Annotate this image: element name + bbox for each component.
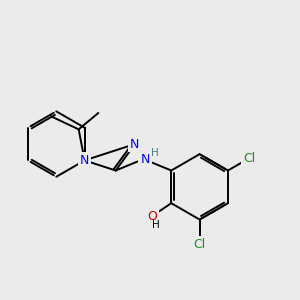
Text: Cl: Cl (243, 152, 255, 165)
Text: H: H (151, 148, 159, 158)
Text: O: O (147, 210, 157, 223)
Text: Cl: Cl (194, 238, 206, 250)
Text: H: H (152, 220, 160, 230)
Text: N: N (80, 154, 89, 167)
Text: N: N (130, 138, 140, 151)
Text: N: N (140, 153, 150, 166)
